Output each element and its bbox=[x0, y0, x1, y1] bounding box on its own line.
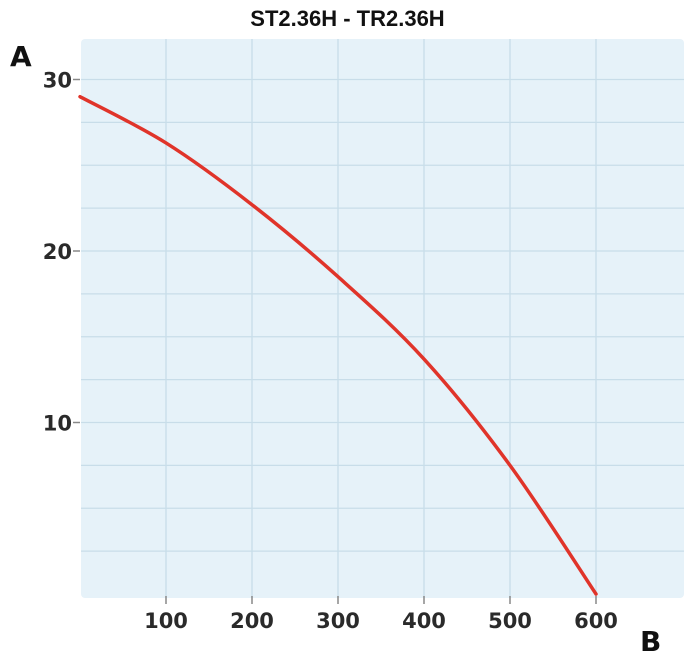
y-tick-label: 10 bbox=[43, 412, 72, 436]
x-tick-label: 200 bbox=[230, 609, 274, 633]
y-axis-label: A bbox=[10, 40, 32, 73]
y-tick-label: 30 bbox=[43, 69, 72, 93]
x-tick-label: 600 bbox=[574, 609, 618, 633]
y-tick-label: 20 bbox=[43, 240, 72, 264]
x-tick-label: 300 bbox=[316, 609, 360, 633]
grid-lines bbox=[81, 39, 684, 598]
x-axis-label: B bbox=[640, 625, 661, 658]
axis-ticks: 10 20 30 100 200 300 400 500 600 bbox=[43, 69, 618, 634]
performance-curve bbox=[78, 94, 598, 596]
chart-title: ST2.36H - TR2.36H bbox=[250, 6, 445, 31]
x-tick-label: 400 bbox=[402, 609, 446, 633]
x-tick-label: 100 bbox=[144, 609, 188, 633]
x-tick-label: 500 bbox=[488, 609, 532, 633]
